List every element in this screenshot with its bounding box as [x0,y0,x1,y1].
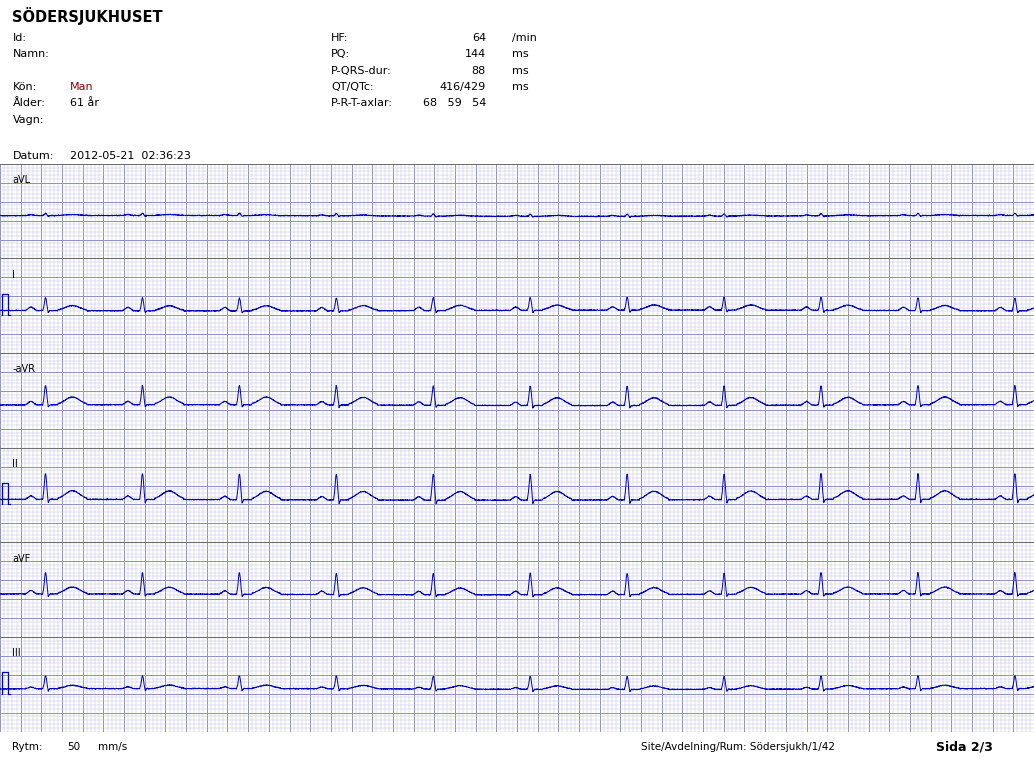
Text: SÖDERSJUKHUSET: SÖDERSJUKHUSET [12,7,163,24]
Text: Rytm:: Rytm: [12,741,42,752]
Text: P-R-T-axlar:: P-R-T-axlar: [331,98,393,108]
Text: /min: /min [512,33,537,43]
Text: Man: Man [70,82,94,92]
Text: 88: 88 [472,66,486,75]
Text: 2012-05-21  02:36:23: 2012-05-21 02:36:23 [70,151,191,161]
Text: mm/s: mm/s [98,741,127,752]
Text: QT/QTc:: QT/QTc: [331,82,373,92]
Text: 68   59   54: 68 59 54 [423,98,486,108]
Text: Kön:: Kön: [12,82,36,92]
Text: ms: ms [512,66,528,75]
Text: Site/Avdelning/Rum: Södersjukh/1/42: Site/Avdelning/Rum: Södersjukh/1/42 [641,741,835,752]
Text: PQ:: PQ: [331,49,349,59]
Text: Datum:: Datum: [12,151,54,161]
Text: Vagn:: Vagn: [12,114,43,125]
Text: HF:: HF: [331,33,348,43]
Text: aVF: aVF [12,554,31,564]
Text: ms: ms [512,82,528,92]
Text: 61 år: 61 år [70,98,99,108]
Text: I: I [12,270,16,280]
Text: 144: 144 [464,49,486,59]
Text: Sida 2/3: Sida 2/3 [936,740,993,754]
Text: III: III [12,648,21,658]
Text: II: II [12,459,19,469]
Text: 50: 50 [67,741,81,752]
Text: Ålder:: Ålder: [12,98,45,108]
Text: P-QRS-dur:: P-QRS-dur: [331,66,392,75]
Text: aVL: aVL [12,175,31,185]
Text: Namn:: Namn: [12,49,50,59]
Text: 64: 64 [472,33,486,43]
Text: 416/429: 416/429 [439,82,486,92]
Text: -aVR: -aVR [12,364,35,374]
Text: Id:: Id: [12,33,27,43]
Text: ms: ms [512,49,528,59]
